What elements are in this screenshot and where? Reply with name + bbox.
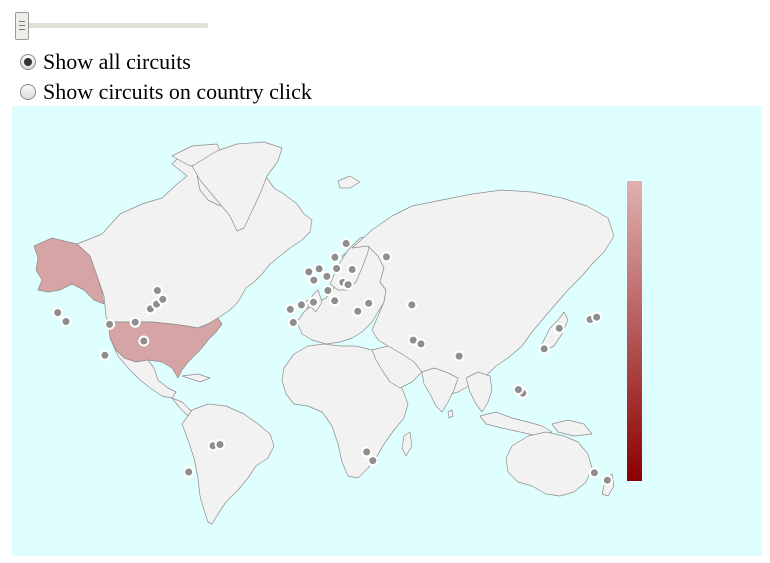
country-scandinavia bbox=[329, 235, 371, 291]
circuit-marker[interactable] bbox=[346, 264, 358, 275]
slider-track[interactable] bbox=[25, 23, 208, 28]
region-indonesia bbox=[479, 411, 553, 437]
world-map-svg bbox=[33, 141, 615, 525]
circuit-marker[interactable] bbox=[453, 350, 465, 362]
country-mexico bbox=[109, 337, 177, 399]
world-map[interactable] bbox=[12, 106, 762, 556]
radio-show-all-circuits[interactable]: Show all circuits bbox=[20, 49, 191, 75]
circuit-marker[interactable] bbox=[308, 274, 320, 286]
circuit-marker[interactable] bbox=[331, 263, 343, 274]
circuit-marker[interactable] bbox=[287, 317, 299, 328]
island-sri-lanka bbox=[447, 409, 454, 419]
region-arabia bbox=[371, 345, 423, 389]
slider-handle[interactable] bbox=[15, 12, 29, 40]
country-iceland bbox=[337, 175, 361, 189]
circuit-marker[interactable] bbox=[129, 316, 141, 328]
radio-button-checked[interactable] bbox=[20, 54, 36, 70]
country-greenland bbox=[191, 141, 283, 232]
continent-africa bbox=[281, 343, 409, 479]
country-madagascar bbox=[401, 431, 413, 457]
circuit-marker[interactable] bbox=[380, 251, 392, 263]
country-canada bbox=[76, 149, 313, 329]
circuit-marker[interactable] bbox=[295, 299, 307, 311]
island-cuba bbox=[181, 373, 211, 383]
island-new-guinea bbox=[551, 419, 593, 437]
circuit-marker[interactable] bbox=[553, 322, 565, 334]
slider[interactable] bbox=[15, 12, 210, 42]
circuit-marker[interactable] bbox=[352, 305, 364, 317]
circuit-marker[interactable] bbox=[367, 455, 379, 467]
circuit-marker[interactable] bbox=[340, 238, 352, 249]
circuit-marker[interactable] bbox=[322, 285, 334, 296]
circuit-marker[interactable] bbox=[538, 343, 550, 355]
circuit-marker[interactable] bbox=[303, 266, 315, 278]
country-australia bbox=[505, 431, 593, 497]
radio-button-unchecked[interactable] bbox=[20, 84, 36, 100]
circuit-marker[interactable] bbox=[138, 335, 150, 347]
circuit-marker[interactable] bbox=[406, 299, 418, 311]
country-alaska bbox=[33, 237, 105, 305]
circuit-marker[interactable] bbox=[104, 318, 116, 330]
circuit-marker[interactable] bbox=[342, 279, 354, 291]
country-usa bbox=[107, 317, 223, 379]
circuit-marker[interactable] bbox=[601, 474, 613, 486]
circuit-marker[interactable] bbox=[183, 466, 195, 478]
circuit-marker[interactable] bbox=[329, 251, 341, 263]
circuit-marker[interactable] bbox=[284, 303, 296, 315]
color-scale-legend bbox=[627, 181, 642, 481]
circuit-markers bbox=[52, 238, 613, 486]
circuit-marker[interactable] bbox=[157, 293, 169, 305]
continent-south-america bbox=[181, 403, 275, 525]
circuit-marker[interactable] bbox=[151, 285, 163, 296]
circuit-marker[interactable] bbox=[361, 446, 373, 458]
circuit-marker[interactable] bbox=[591, 311, 603, 323]
circuit-marker[interactable] bbox=[512, 384, 524, 396]
circuit-marker[interactable] bbox=[588, 467, 600, 479]
circuit-marker[interactable] bbox=[329, 295, 341, 307]
circuit-marker[interactable] bbox=[363, 297, 375, 309]
circuit-marker[interactable] bbox=[99, 349, 111, 361]
circuit-marker[interactable] bbox=[214, 439, 226, 450]
radio-label-country-click: Show circuits on country click bbox=[43, 79, 312, 104]
circuit-marker[interactable] bbox=[415, 338, 427, 350]
country-india bbox=[421, 367, 459, 413]
circuit-marker[interactable] bbox=[60, 316, 72, 327]
circuit-marker[interactable] bbox=[52, 307, 64, 319]
circuit-marker[interactable] bbox=[308, 296, 319, 308]
circuit-marker[interactable] bbox=[313, 263, 325, 275]
radio-show-on-country-click[interactable]: Show circuits on country click bbox=[20, 79, 312, 105]
radio-label-show-all: Show all circuits bbox=[43, 49, 191, 74]
circuit-marker[interactable] bbox=[321, 270, 333, 282]
region-southeast-asia bbox=[465, 371, 493, 413]
